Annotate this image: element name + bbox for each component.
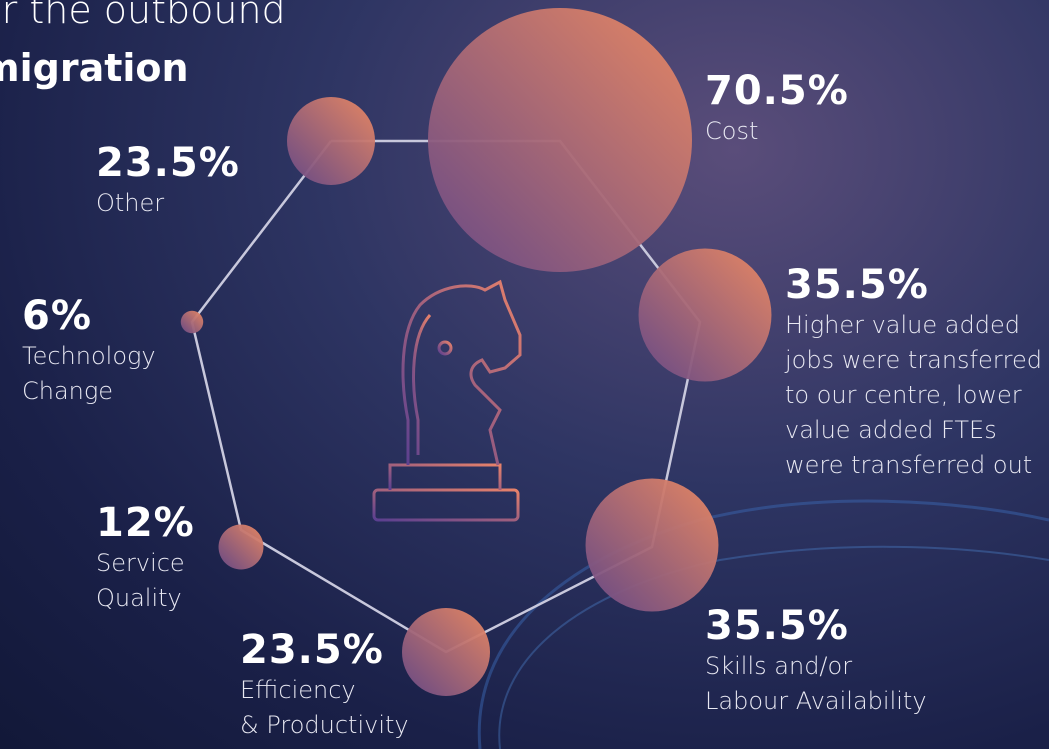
- bubble-label: 70.5% Cost: [705, 68, 849, 149]
- bubble-label: 35.5% Skills and/or Labour Availability: [705, 603, 927, 719]
- title-line: for the outbound: [0, 0, 286, 32]
- bubble: [585, 478, 719, 612]
- value-label: 6%: [22, 293, 92, 339]
- category-label: Higher value added jobs were transferred…: [785, 311, 1042, 479]
- bubble-label: 35.5% Higher value added jobs were transf…: [785, 262, 1042, 483]
- value-label: 23.5%: [96, 140, 240, 186]
- category-label: Other: [96, 189, 165, 217]
- bubble: [402, 608, 490, 696]
- bubble-label: 12% Service Quality: [96, 500, 195, 616]
- value-label: 12%: [96, 500, 195, 546]
- category-label: Service Quality: [96, 549, 185, 612]
- value-label: 35.5%: [705, 603, 849, 649]
- bubble: [428, 8, 692, 272]
- value-label: 70.5%: [705, 68, 849, 114]
- knight-icon: [372, 279, 522, 522]
- value-label: 23.5%: [240, 627, 384, 673]
- bubble-label: 6% Technology Change: [22, 293, 156, 409]
- bubble: [218, 524, 264, 570]
- bubble-label: 23.5% Efficiency & Productivity: [240, 627, 409, 743]
- category-label: Technology Change: [22, 342, 156, 405]
- bubble: [638, 248, 772, 382]
- bubble-label: 23.5% Other: [96, 140, 240, 221]
- decor-wave: [498, 545, 1049, 749]
- category-label: Skills and/or Labour Availability: [705, 652, 927, 715]
- bubble: [287, 97, 375, 185]
- value-label: 35.5%: [785, 262, 929, 308]
- category-label: Cost: [705, 117, 759, 145]
- category-label: Efficiency & Productivity: [240, 676, 409, 739]
- title-line: migration: [0, 46, 189, 90]
- bubble: [180, 310, 204, 334]
